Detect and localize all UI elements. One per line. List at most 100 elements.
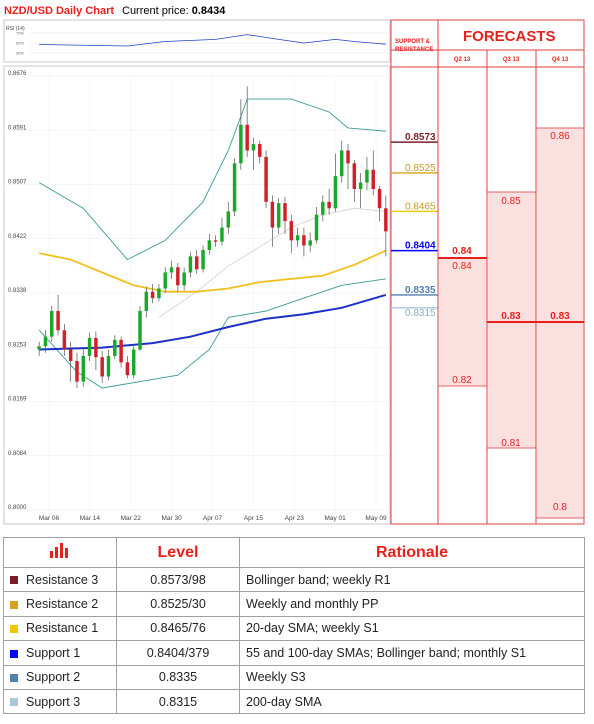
table-body: Resistance 3 0.8573/98 Bollinger band; wee… [3,566,585,715]
q4-low: 0.8 [553,502,567,513]
candle-body [289,221,294,241]
candle-body [371,169,375,189]
sma200-line [39,293,387,351]
row-rationale: Bollinger band; weekly R1 [239,566,585,593]
q4-mid: 0.83 [550,311,570,322]
candle-body [81,355,86,382]
candle-body [207,240,212,250]
candle-body [339,150,344,177]
candle-body [50,310,54,337]
candle-body [68,349,73,362]
candle-body [138,310,142,350]
row-name: Resistance 3 [26,572,99,587]
q3-mid: 0.83 [501,311,521,322]
level-header: Level [116,537,240,568]
candle-body [150,291,155,299]
candle-body [270,201,275,228]
candle-body [239,124,243,164]
y-tick-label: 0.8000 [8,505,27,511]
candle-body [106,355,111,377]
current-price: Current price: 0.8434 [122,5,226,17]
row-name-cell: Support 2 [3,664,117,690]
row-level: 0.8335 [116,664,240,690]
q4-high: 0.86 [550,131,570,142]
legend-swatch [10,673,18,682]
bollinger-upper-line [38,98,386,261]
x-tick-label: Mar 30 [162,515,183,522]
bollinger-bands [38,98,386,389]
rationale-header: Rationale [239,537,585,568]
chart-title: NZD/USD Daily Chart [4,5,114,17]
sr-level-label: 0.8315 [405,308,436,319]
row-name: Resistance 1 [26,621,99,636]
q2-high-alt: 0.84 [452,261,472,272]
candle-body [94,337,98,358]
candle-body [283,203,287,222]
nzdusd-chart: NZD/USD Daily Chart Current price: 0.843… [3,5,585,525]
candle-body [37,346,41,350]
row-name-cell: Support 1 [3,640,117,666]
sr-column [390,19,439,525]
candle-body [188,256,193,273]
row-rationale: Weekly S3 [239,664,585,690]
sr-title-line1: SUPPORT & [395,39,431,45]
sma55-line [39,249,387,293]
sr-levels: 0.8573 0.8525 0.8465 0.8404 0.8335 0.8315 [391,132,438,319]
rsi-line [39,34,386,47]
q2-high: 0.84 [452,246,472,257]
x-tick-label: Mar 14 [80,515,101,522]
candle-body [220,227,224,242]
candle-body [346,150,350,164]
quarter-q2: Q2 13 [454,57,471,63]
table-row: Support 1 0.8404/379 55 and 100-day SMAs; … [3,640,585,666]
sr-level-label: 0.8335 [405,285,436,296]
candle-body [56,310,60,331]
candle-body [163,272,167,289]
y-tick-label: 0.8084 [8,451,27,457]
rsi-levels: 70% 50% 30% [16,31,390,56]
y-tick-label: 0.8169 [8,397,27,403]
row-rationale: 200-day SMA [239,688,585,715]
y-tick-label: 0.8338 [8,288,27,294]
candle-body [144,291,149,311]
bollinger-lower-line [38,278,386,389]
candle-body [321,201,325,215]
x-tick-label: Mar 22 [121,515,142,522]
current-price-value: 0.8434 [192,5,227,17]
candle-body [113,339,117,356]
row-name-cell: Resistance 3 [3,566,117,593]
row-name: Support 2 [26,670,81,685]
candle-body [365,169,369,183]
candle-body [201,249,205,270]
table-row: Support 3 0.8315 200-day SMA [3,688,585,715]
candle-body [125,362,130,376]
legend-swatch [10,649,18,658]
main-panel [3,65,391,525]
candle-body [232,163,237,212]
quarter-q4: Q4 13 [552,57,569,63]
y-tick-label: 0.8422 [8,234,27,240]
x-tick-label: Apr 23 [285,515,305,522]
candle-body [358,182,363,189]
q2-range [437,257,488,387]
candle-body [226,211,230,228]
moving-averages [39,207,387,351]
candle-body [176,267,180,286]
sma20-line [158,207,386,318]
rsi-level-label: 50% [16,41,24,46]
row-level: 0.8315 [116,688,240,715]
sr-level-label: 0.8525 [405,163,436,174]
legend-swatch [10,698,18,707]
forecasts-title: FORECASTS [463,28,556,45]
candle-body [295,235,300,241]
candlesticks [37,86,388,389]
candle-body [213,240,218,242]
row-name: Support 1 [26,645,81,660]
x-tick-label: Apr 07 [203,515,223,522]
row-level: 0.8404/379 [116,640,240,666]
row-name: Resistance 2 [26,597,99,612]
row-name: Support 3 [26,694,81,709]
x-tick-label: Mar 06 [39,515,60,522]
y-tick-label: 0.8676 [8,71,27,77]
quarter-q3: Q3 13 [503,57,520,63]
